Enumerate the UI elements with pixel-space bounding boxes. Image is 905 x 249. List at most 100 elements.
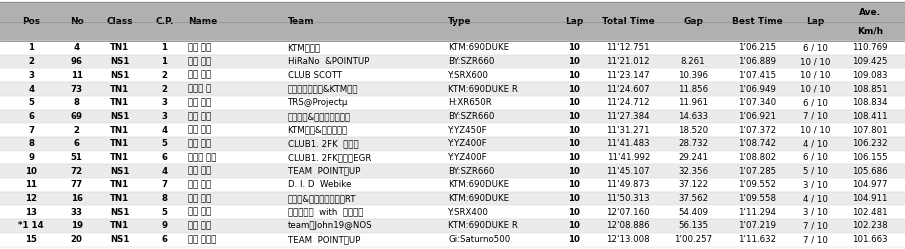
Text: 佐々木 仁志: 佐々木 仁志	[187, 153, 216, 162]
Text: 11'21.012: 11'21.012	[606, 57, 650, 66]
Text: 7 / 10: 7 / 10	[804, 221, 828, 231]
Text: 73: 73	[71, 84, 82, 94]
Text: HiRaNo  &POINTUP: HiRaNo &POINTUP	[288, 57, 369, 66]
Text: KTM:690DUKE R: KTM:690DUKE R	[448, 84, 519, 94]
Text: 4: 4	[161, 125, 167, 135]
Text: *1 14: *1 14	[18, 221, 44, 231]
Text: 10: 10	[568, 167, 580, 176]
Text: Best Time: Best Time	[731, 17, 782, 26]
Text: 108.834: 108.834	[853, 98, 888, 107]
Text: Ave.: Ave.	[859, 8, 881, 17]
Text: 7 / 10: 7 / 10	[804, 112, 828, 121]
Text: 54.409: 54.409	[678, 208, 708, 217]
Text: 3: 3	[161, 112, 167, 121]
Text: 11'49.873: 11'49.873	[606, 180, 650, 189]
Text: 1'06.949: 1'06.949	[738, 84, 776, 94]
Text: 6 / 10: 6 / 10	[804, 153, 828, 162]
Bar	[0, 68, 905, 82]
Text: 1'11.294: 1'11.294	[738, 208, 776, 217]
Bar	[0, 41, 905, 55]
Text: Y:YZ400F: Y:YZ400F	[448, 153, 488, 162]
Text: 11'31.271: 11'31.271	[606, 125, 650, 135]
Text: 10: 10	[568, 235, 580, 244]
Text: 107.801: 107.801	[853, 125, 888, 135]
Bar	[0, 110, 905, 123]
Text: TN1: TN1	[110, 43, 129, 53]
Bar	[0, 2, 905, 41]
Text: 6: 6	[161, 153, 167, 162]
Text: 山本 剛久: 山本 剛久	[187, 57, 211, 66]
Text: 万福丸&かみなりかぞくRT: 万福丸&かみなりかぞくRT	[288, 194, 356, 203]
Text: 11'27.384: 11'27.384	[606, 112, 650, 121]
Bar	[0, 219, 905, 233]
Text: 10: 10	[568, 194, 580, 203]
Text: Pos: Pos	[22, 17, 40, 26]
Bar	[0, 82, 905, 96]
Text: Y:YZ450F: Y:YZ450F	[448, 125, 488, 135]
Bar	[0, 96, 905, 110]
Text: 岩元 健一: 岩元 健一	[187, 208, 211, 217]
Text: 10: 10	[568, 57, 580, 66]
Text: 2: 2	[161, 84, 167, 94]
Text: 1'08.802: 1'08.802	[738, 153, 776, 162]
Text: 15: 15	[25, 235, 37, 244]
Bar	[0, 192, 905, 205]
Text: 33: 33	[71, 208, 82, 217]
Text: H:XR650R: H:XR650R	[448, 98, 492, 107]
Text: 11.856: 11.856	[678, 84, 709, 94]
Text: 5: 5	[161, 139, 167, 148]
Text: No: No	[70, 17, 83, 26]
Text: 9: 9	[28, 153, 34, 162]
Text: Gi:Saturno500: Gi:Saturno500	[448, 235, 510, 244]
Text: 11'41.483: 11'41.483	[606, 139, 650, 148]
Text: NS1: NS1	[110, 167, 129, 176]
Text: 13: 13	[25, 208, 37, 217]
Text: BY:SZR660: BY:SZR660	[448, 57, 495, 66]
Text: 立石 麻紀子: 立石 麻紀子	[187, 235, 216, 244]
Text: Km/h: Km/h	[857, 26, 883, 35]
Text: TN1: TN1	[110, 84, 129, 94]
Text: 11: 11	[25, 180, 37, 189]
Text: 11'41.992: 11'41.992	[606, 153, 650, 162]
Text: 12'08.886: 12'08.886	[606, 221, 650, 231]
Text: 2: 2	[28, 57, 34, 66]
Text: 1'07.340: 1'07.340	[738, 98, 776, 107]
Text: CLUB1. 2FK大平組EGR: CLUB1. 2FK大平組EGR	[288, 153, 371, 162]
Text: 4: 4	[161, 167, 167, 176]
Text: 8: 8	[73, 98, 80, 107]
Text: 12'13.008: 12'13.008	[606, 235, 650, 244]
Text: C.P.: C.P.	[155, 17, 174, 26]
Text: 56.135: 56.135	[678, 221, 709, 231]
Text: 10: 10	[568, 208, 580, 217]
Text: 10 / 10: 10 / 10	[800, 57, 831, 66]
Text: 102.481: 102.481	[853, 208, 888, 217]
Text: Total Time: Total Time	[602, 17, 654, 26]
Text: 11'50.313: 11'50.313	[606, 194, 650, 203]
Text: 109.083: 109.083	[853, 71, 888, 80]
Text: 3 / 10: 3 / 10	[804, 208, 828, 217]
Text: 6: 6	[28, 112, 34, 121]
Text: 1'07.415: 1'07.415	[738, 71, 776, 80]
Text: 10: 10	[568, 98, 580, 107]
Text: 10 / 10: 10 / 10	[800, 125, 831, 135]
Bar	[0, 137, 905, 151]
Text: Name: Name	[187, 17, 217, 26]
Text: 1'06.889: 1'06.889	[738, 57, 776, 66]
Text: 110.769: 110.769	[853, 43, 888, 53]
Text: KTM:690DUKE: KTM:690DUKE	[448, 194, 510, 203]
Text: 32.356: 32.356	[678, 167, 709, 176]
Text: 11'24.607: 11'24.607	[606, 84, 650, 94]
Text: 阿部 勇二: 阿部 勇二	[187, 167, 211, 176]
Text: 中島 孝浩: 中島 孝浩	[187, 221, 211, 231]
Text: 10: 10	[568, 112, 580, 121]
Text: Team: Team	[288, 17, 314, 26]
Text: 101.663: 101.663	[853, 235, 888, 244]
Bar	[0, 151, 905, 164]
Text: 10: 10	[568, 221, 580, 231]
Text: 1'06.921: 1'06.921	[738, 112, 776, 121]
Text: 7: 7	[161, 180, 167, 189]
Text: 小林 大輔: 小林 大輔	[187, 139, 211, 148]
Bar	[0, 178, 905, 192]
Text: 11'24.712: 11'24.712	[606, 98, 650, 107]
Text: 澤田 真也: 澤田 真也	[187, 194, 211, 203]
